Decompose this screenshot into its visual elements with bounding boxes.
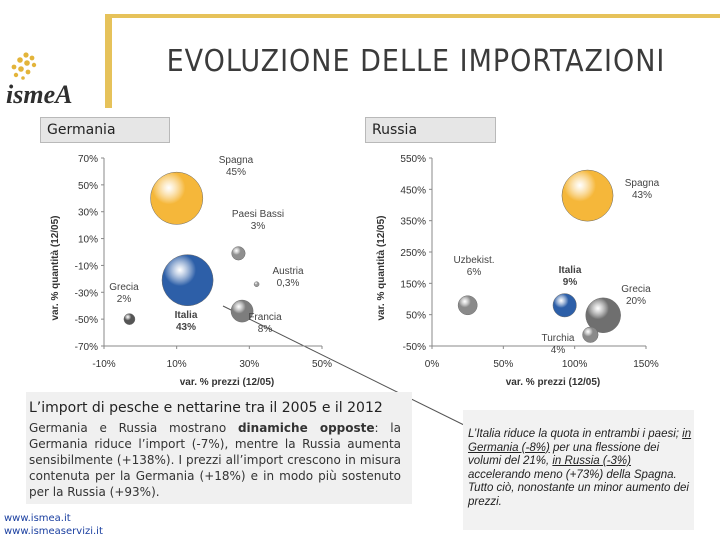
bubble-uzbekist <box>457 295 478 316</box>
bubble-share-italia: 43% <box>176 322 196 333</box>
bubble-spagna <box>561 169 614 222</box>
header-panel <box>112 18 720 108</box>
y-tick-label: 150% <box>400 279 426 290</box>
note-russia: in Russia (-3%) <box>552 455 631 468</box>
bubble-italia <box>552 293 577 318</box>
bubble-share-francia: 8% <box>258 324 273 335</box>
x-tick-label: 0% <box>425 359 440 370</box>
bubble-grecia <box>585 297 621 333</box>
chart-russia: 550% 450% 350% 250% 150% 50% -50% 0% 50% 100% 150%… <box>376 154 660 388</box>
bubble-share-grecia: 20% <box>626 296 646 307</box>
description-text-2: : la Germania riduce l’import (-7%), men… <box>29 421 401 499</box>
note-box <box>463 410 694 530</box>
x-tick-label: 10% <box>167 359 187 370</box>
y-tick-label: -10% <box>75 261 98 272</box>
bubble-label-austria: Austria <box>272 266 304 277</box>
bubble-label-italia: Italia <box>175 310 198 321</box>
logo-mark-icon <box>11 52 37 80</box>
y-tick-label: 50% <box>406 311 426 322</box>
bubble-label-italia: Italia <box>559 265 582 276</box>
y-tick-label: 30% <box>78 208 98 219</box>
description-emphasis: dinamiche opposte <box>237 421 375 435</box>
bubble-share-austria: 0,3% <box>277 278 300 289</box>
bubble-share-grecia: 2% <box>117 294 132 305</box>
link-ismeaservizi[interactable]: www.ismeaservizi.it <box>4 526 103 537</box>
label-russia: Russia <box>365 117 496 143</box>
bubble-label-spagna: Spagna <box>625 178 660 189</box>
y-tick-label: 10% <box>78 235 98 246</box>
description-title: L’import di pesche e nettarine tra il 20… <box>29 400 383 416</box>
note-mid: per una flessione dei volumi del 21%, <box>468 441 660 468</box>
logo-wordmark: ismeA <box>6 80 73 109</box>
link-ismea[interactable]: www.ismea.it <box>4 513 71 524</box>
description-body: Germania e Russia mostrano dinamiche opp… <box>29 420 401 500</box>
y-tick-label: -30% <box>75 288 98 299</box>
x-tick-label: -10% <box>92 359 115 370</box>
bubble-share-turchia: 4% <box>551 345 566 356</box>
note-intro: L’Italia riduce la quota in entrambi i p… <box>468 428 683 440</box>
y-tick-label: -70% <box>75 342 98 353</box>
bubble-label-turchia: Turchia <box>542 333 575 344</box>
bubble-share-paesibassi: 3% <box>251 221 266 232</box>
bubble-paesibassi <box>231 246 246 261</box>
note-germany: in Germania (-8%) <box>468 428 692 454</box>
chart-germany: 70% 50% 30% 10% -10% -30% -50% -70% -10% 10% 30% 50… <box>50 154 332 388</box>
y-axis-title: var. % quantità (12/05) <box>376 215 387 320</box>
note-end: accelerando meno (+73%) della Spagna. <box>468 468 677 481</box>
bubble-grecia <box>123 313 136 325</box>
bubble-austria <box>253 281 260 287</box>
note-text: L’Italia riduce la quota in entrambi i p… <box>468 428 692 510</box>
y-tick-label: 450% <box>400 185 426 196</box>
bubble-italia <box>161 254 214 307</box>
y-tick-label: 550% <box>400 154 426 165</box>
y-tick-label: -50% <box>75 315 98 326</box>
y-tick-label: 70% <box>78 154 98 165</box>
bubble-label-paesibassi: Paesi Bassi <box>232 209 284 220</box>
x-tick-label: 100% <box>562 359 588 370</box>
bubble-label-uzbekist: Uzbekist. <box>453 255 494 266</box>
bubble-share-uzbekist: 6% <box>467 267 482 278</box>
y-tick-label: 350% <box>400 217 426 228</box>
bubble-label-spagna: Spagna <box>219 155 254 166</box>
bubble-share-spagna: 43% <box>632 190 652 201</box>
page-title: EVOLUZIONE DELLE IMPORTAZIONI <box>166 44 666 79</box>
bubble-spagna <box>150 171 204 225</box>
x-tick-label: 30% <box>239 359 259 370</box>
y-tick-label: -50% <box>403 342 426 353</box>
x-tick-label: 50% <box>493 359 513 370</box>
bubble-francia <box>230 299 254 323</box>
bubble-share-spagna: 45% <box>226 167 246 178</box>
x-tick-label: 50% <box>312 359 332 370</box>
description-box <box>26 392 412 504</box>
bubble-turchia <box>582 326 599 343</box>
y-tick-label: 250% <box>400 248 426 259</box>
bubble-label-francia: Francia <box>248 312 282 323</box>
bubble-label-grecia: Grecia <box>621 284 651 295</box>
description-text-1: Germania e Russia mostrano <box>29 421 238 435</box>
x-tick-label: 150% <box>633 359 659 370</box>
connector-line <box>222 305 467 427</box>
x-axis-title: var. % prezzi (12/05) <box>506 377 601 388</box>
bubble-label-grecia: Grecia <box>109 282 139 293</box>
label-germany: Germania <box>40 117 170 143</box>
x-axis-title: var. % prezzi (12/05) <box>180 377 275 388</box>
note-conclusion: Tutto ciò, nonostante un minor aumento d… <box>468 482 689 508</box>
footer-links: www.ismea.it www.ismeaservizi.it <box>4 512 103 538</box>
y-axis-title: var. % quantità (12/05) <box>50 215 61 320</box>
y-tick-label: 50% <box>78 181 98 192</box>
bubble-share-italia: 9% <box>563 277 578 288</box>
